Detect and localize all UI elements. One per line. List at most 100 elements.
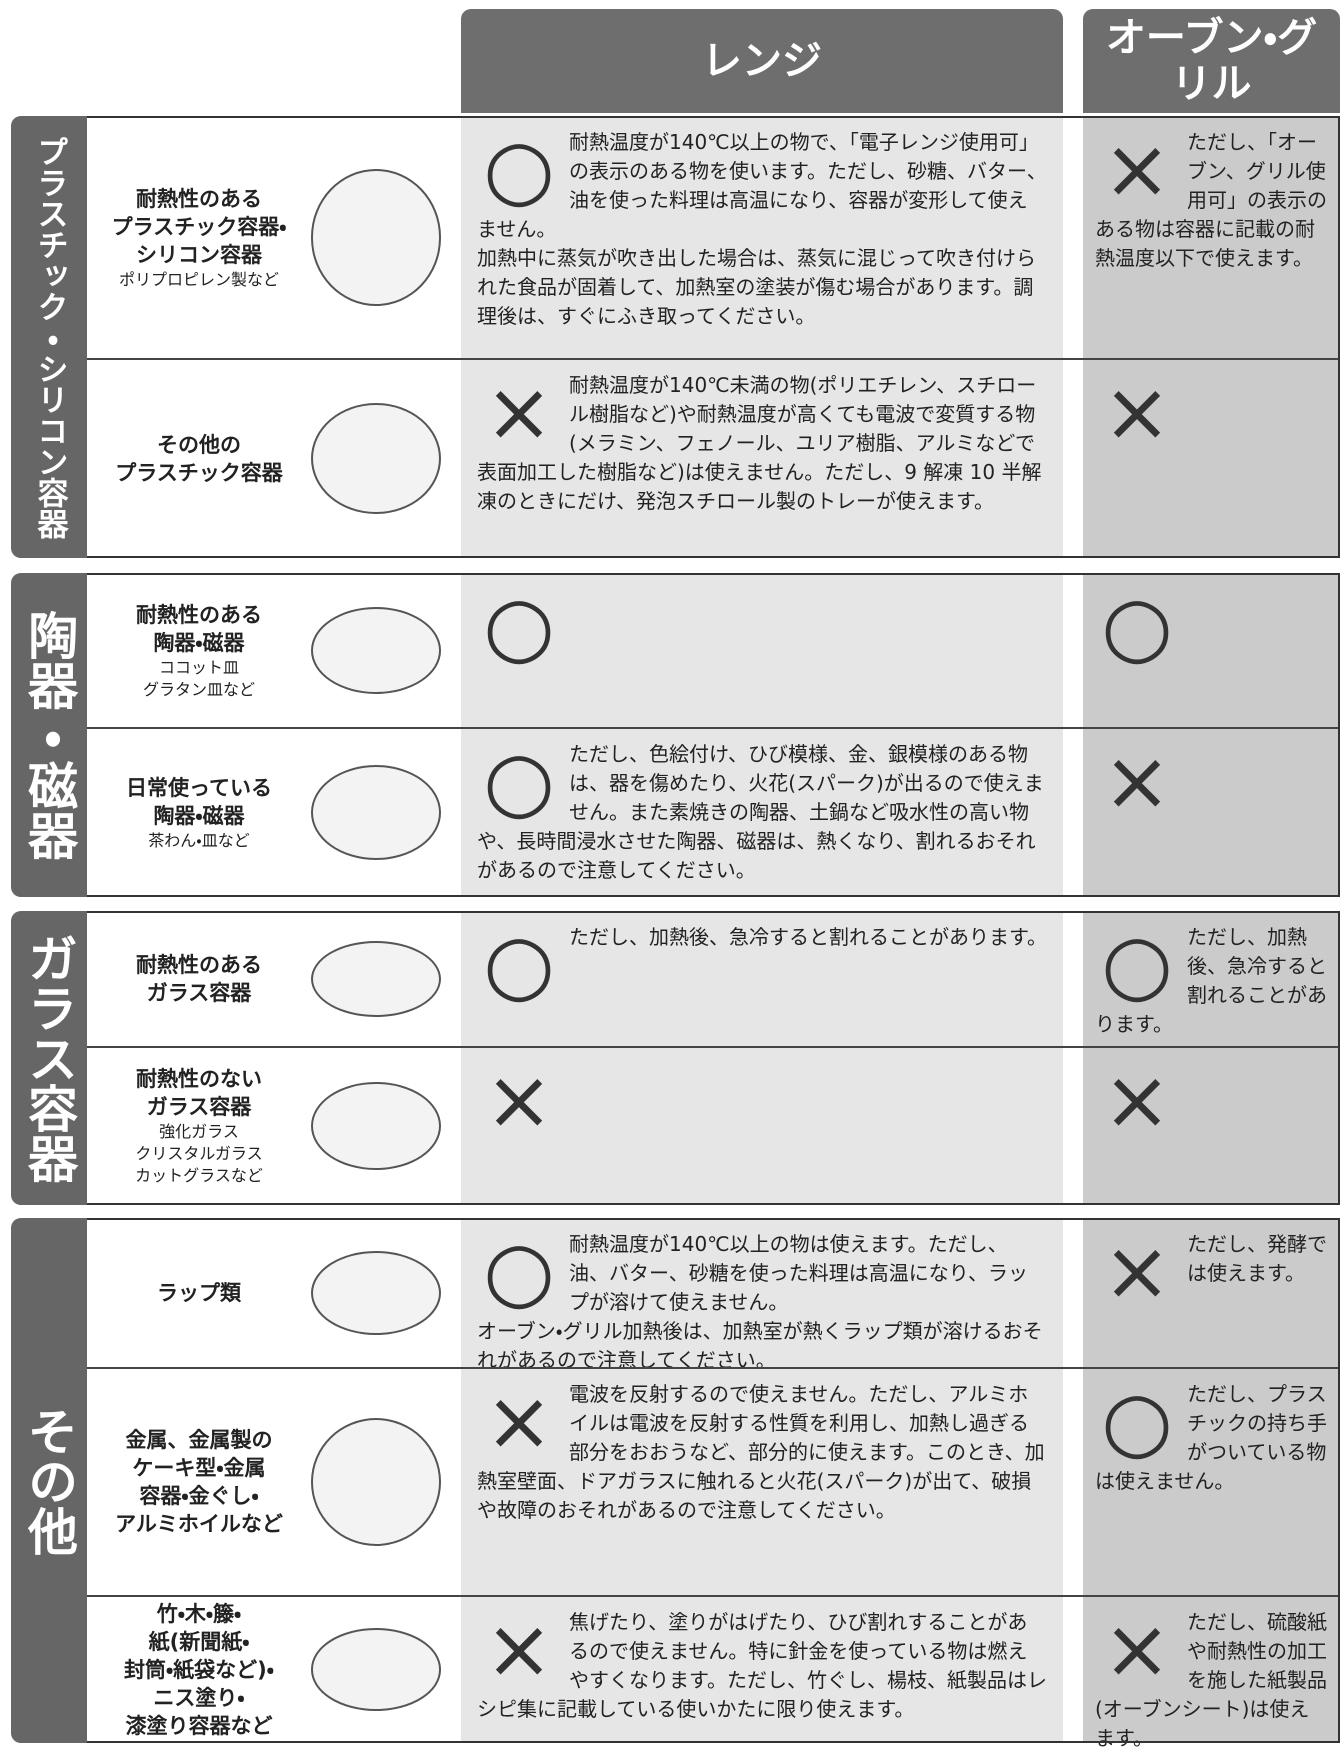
range-text: 電波を反射するので使えません。ただし、アルミホイルは電波を反射する性質を利用し、…	[477, 1382, 1045, 1522]
range-mark: ○	[483, 579, 555, 674]
range-text: 耐熱温度が140℃未満の物(ポリエチレン、スチロール樹脂など)や耐熱温度が高くて…	[477, 373, 1042, 513]
item-name: 耐熱性のある	[136, 953, 262, 977]
item-name: 漆塗り容器など	[125, 1713, 273, 1738]
range-cell: ×	[461, 1047, 1063, 1205]
item-name: 陶器・磁器	[153, 803, 245, 828]
item-name: アルミホイルなど	[115, 1512, 283, 1536]
oven-header-text: オーブン・グリル	[1105, 15, 1318, 107]
oven-mark: ×	[1102, 1602, 1172, 1697]
row-separator	[87, 1595, 1340, 1597]
item-name: ニス塗り・	[153, 1685, 245, 1710]
range-cell: ○ 耐熱温度が140℃以上の物は使えます。ただし、油、バター、砂糖を使った料理は高…	[461, 1218, 1063, 1372]
oven-mark: ×	[1102, 734, 1172, 829]
range-mark: ×	[484, 1602, 554, 1697]
item-name: 耐熱性のある	[136, 186, 262, 211]
section-label: プラスチック・シリコン容器	[31, 135, 68, 539]
item-note: グラタン皿など	[142, 679, 255, 699]
oven-cell: × ただし、硫酸紙や耐熱性の加工を施した紙製品(オーブンシート)は使えます。	[1083, 1596, 1340, 1750]
oven-text: ただし、硫酸紙や耐熱性の加工を施した紙製品(オーブンシート)は使えます。	[1095, 1610, 1327, 1750]
oven-mark: ×	[1102, 365, 1172, 460]
oven-mark: ○	[1101, 579, 1173, 674]
item-name: ガラス容器	[146, 1095, 252, 1119]
illustration	[311, 1251, 441, 1335]
item-name: プラスチック容器	[115, 460, 283, 485]
oven-cell: ○ ただし、加熱後、急冷すると割れることがあります。	[1083, 911, 1340, 1047]
item-name: ガラス容器	[146, 981, 252, 1005]
item-name: 耐熱性のない	[136, 1067, 262, 1091]
item-cell: 竹・木・籐・ 紙(新聞紙・ 封筒・紙袋など)・ ニス塗り・ 漆塗り容器など	[87, 1596, 461, 1743]
section-band: ガラス容器	[11, 911, 87, 1205]
range-cell: ○ ただし、色絵付け、ひび模様、金、銀模様のある物は、器を傷めたり、火花(スパーク…	[461, 728, 1063, 897]
oven-mark: ○	[1101, 1374, 1173, 1469]
range-mark: ×	[484, 365, 554, 460]
range-cell: ○ 耐熱温度が140℃以上の物で、「電子レンジ使用可」の表示のある物を使います。た…	[461, 116, 1063, 359]
section-frame	[11, 116, 1340, 558]
range-cell: × 電波を反射するので使えません。ただし、アルミホイルは電波を反射する性質を利用し…	[461, 1368, 1063, 1596]
item-name: 日常使っている	[126, 775, 272, 800]
oven-text: ただし、加熱後、急冷すると割れることがあります。	[1095, 925, 1327, 1036]
oven-mark: ×	[1102, 1224, 1172, 1319]
illustration	[311, 765, 441, 860]
item-name: シリコン容器	[136, 242, 262, 267]
item-cell: 耐熱性のある ガラス容器	[87, 911, 461, 1047]
section-frame	[11, 1218, 1340, 1743]
item-cell: 耐熱性のある プラスチック容器・ シリコン容器 ポリプロピレン製など	[87, 116, 461, 359]
range-text: 焦げたり、塗りがはげたり、ひび割れすることがあるので使えません。特に針金を使って…	[477, 1610, 1047, 1721]
illustration	[311, 1418, 441, 1546]
section-band: プラスチック・シリコン容器	[11, 116, 87, 558]
item-cell: 耐熱性のある 陶器・磁器 ココット皿 グラタン皿など	[87, 573, 461, 728]
oven-mark: ×	[1102, 122, 1172, 217]
item-name: 竹・木・籐・	[156, 1601, 242, 1626]
item-cell: ラップ類	[87, 1218, 461, 1368]
row-separator	[87, 1367, 1340, 1369]
range-header-text: レンジ	[702, 38, 822, 84]
item-name: 耐熱性のある	[136, 602, 262, 627]
section-band: その他	[11, 1218, 87, 1743]
oven-text: ただし、発酵では使えます。	[1187, 1232, 1327, 1285]
range-text: 耐熱温度が140℃以上の物で、「電子レンジ使用可」の表示のある物を使います。ただ…	[477, 130, 1047, 241]
range-cell: ○ ただし、加熱後、急冷すると割れることがあります。	[461, 911, 1063, 1047]
range-mark: ×	[484, 1053, 554, 1148]
oven-cell: ○ ただし、プラスチックの持ち手がついている物は使えません。	[1083, 1368, 1340, 1596]
item-note: カットグラスなど	[135, 1166, 263, 1185]
range-cell: × 焦げたり、塗りがはげたり、ひび割れすることがあるので使えません。特に針金を使っ…	[461, 1596, 1063, 1743]
range-mark: ×	[484, 1374, 554, 1469]
range-mark: ○	[483, 1224, 555, 1319]
oven-cell: ×	[1083, 359, 1340, 558]
oven-header: オーブン・グリル	[1083, 9, 1340, 113]
item-name: 容器・金ぐし・	[139, 1484, 259, 1508]
oven-cell: × ただし、「オーブン、グリル使用可」の表示のある物は容器に記載の耐熱温度以下で使…	[1083, 116, 1340, 359]
section-frame	[11, 573, 1340, 897]
range-mark: ○	[483, 734, 555, 829]
item-name: ラップ類	[157, 1281, 241, 1305]
item-name: ケーキ型・金属	[132, 1456, 266, 1480]
range-text: ただし、色絵付け、ひび模様、金、銀模様のある物は、器を傷めたり、火花(スパーク)…	[477, 742, 1044, 882]
item-cell: 金属、金属製の ケーキ型・金属 容器・金ぐし・ アルミホイルなど	[87, 1368, 461, 1596]
section-label: その他	[20, 1405, 78, 1556]
oven-cell: ○	[1083, 573, 1340, 728]
illustration	[311, 940, 441, 1018]
oven-mark: ○	[1101, 917, 1173, 1012]
illustration	[311, 607, 441, 694]
item-note: ポリプロピレン製など	[118, 269, 279, 289]
row-separator	[87, 1046, 1340, 1048]
item-name: 封筒・紙袋など)・	[124, 1657, 274, 1682]
row-separator	[87, 358, 1340, 360]
item-note: クリスタルガラス	[135, 1144, 263, 1163]
oven-text: ただし、「オーブン、グリル使用可」の表示のある物は容器に記載の耐熱温度以下で使え…	[1095, 130, 1327, 270]
section-label: 陶器・磁器	[20, 610, 78, 860]
item-note: 強化ガラス	[159, 1122, 239, 1141]
oven-text: ただし、プラスチックの持ち手がついている物は使えません。	[1095, 1382, 1327, 1493]
range-cell: ○	[461, 573, 1063, 728]
illustration	[311, 402, 441, 515]
item-name: その他の	[157, 432, 241, 457]
item-name: 陶器・磁器	[153, 630, 245, 655]
row-separator	[87, 727, 1340, 729]
range-mark: ○	[483, 917, 555, 1012]
range-text: 耐熱温度が140℃以上の物は使えます。ただし、油、バター、砂糖を使った料理は高温…	[569, 1232, 1028, 1314]
section-label: ガラス容器	[20, 933, 78, 1183]
illustration	[311, 169, 441, 306]
item-note: 茶わん・皿など	[148, 830, 250, 850]
oven-cell: ×	[1083, 1047, 1340, 1205]
